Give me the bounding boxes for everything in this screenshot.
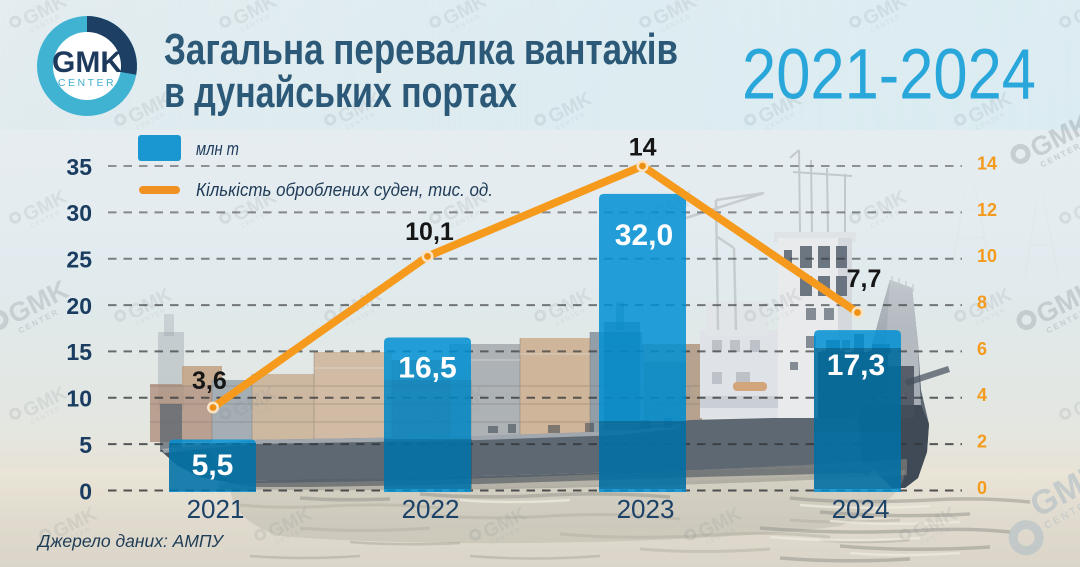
svg-text:2023: 2023 <box>617 494 675 524</box>
svg-text:3,6: 3,6 <box>192 367 227 395</box>
svg-text:10: 10 <box>66 386 92 412</box>
svg-text:17,3: 17,3 <box>827 349 885 382</box>
svg-text:5,5: 5,5 <box>192 449 234 482</box>
svg-text:GMK: GMK <box>1070 382 1080 422</box>
svg-text:GMK: GMK <box>1070 0 1080 30</box>
svg-text:6: 6 <box>977 339 987 359</box>
svg-text:10: 10 <box>977 246 997 266</box>
svg-text:32,0: 32,0 <box>615 219 673 252</box>
svg-text:2021: 2021 <box>187 494 245 524</box>
svg-text:30: 30 <box>66 200 92 226</box>
svg-text:Джерело даних: АМПУ: Джерело даних: АМПУ <box>36 531 225 551</box>
svg-text:20: 20 <box>66 293 92 319</box>
svg-text:15: 15 <box>66 339 92 365</box>
svg-text:2022: 2022 <box>402 494 460 524</box>
svg-text:35: 35 <box>66 154 92 180</box>
svg-text:10,1: 10,1 <box>405 218 454 246</box>
svg-text:14: 14 <box>629 134 657 162</box>
svg-text:2021-2024: 2021-2024 <box>742 36 1036 115</box>
svg-text:8: 8 <box>977 293 987 313</box>
svg-text:млн т: млн т <box>196 139 239 159</box>
svg-text:12: 12 <box>977 200 997 220</box>
svg-text:в дунайських портах: в дунайських портах <box>164 68 517 117</box>
svg-text:2024: 2024 <box>832 494 890 524</box>
svg-text:5: 5 <box>79 432 92 458</box>
svg-text:14: 14 <box>977 153 997 173</box>
svg-text:CENTER: CENTER <box>58 77 116 89</box>
svg-text:7,7: 7,7 <box>847 265 882 293</box>
svg-text:Загальна перевалка вантажів: Загальна перевалка вантажів <box>164 25 678 74</box>
svg-text:GMK: GMK <box>1070 186 1080 226</box>
svg-text:0: 0 <box>977 478 987 498</box>
svg-text:25: 25 <box>66 247 92 273</box>
svg-text:2: 2 <box>977 432 987 452</box>
svg-text:4: 4 <box>977 385 987 405</box>
svg-text:16,5: 16,5 <box>398 352 456 385</box>
svg-text:Кількість оброблених суден, ти: Кількість оброблених суден, тис. од. <box>196 180 493 200</box>
svg-text:GMK: GMK <box>52 46 122 79</box>
svg-text:0: 0 <box>79 478 92 504</box>
